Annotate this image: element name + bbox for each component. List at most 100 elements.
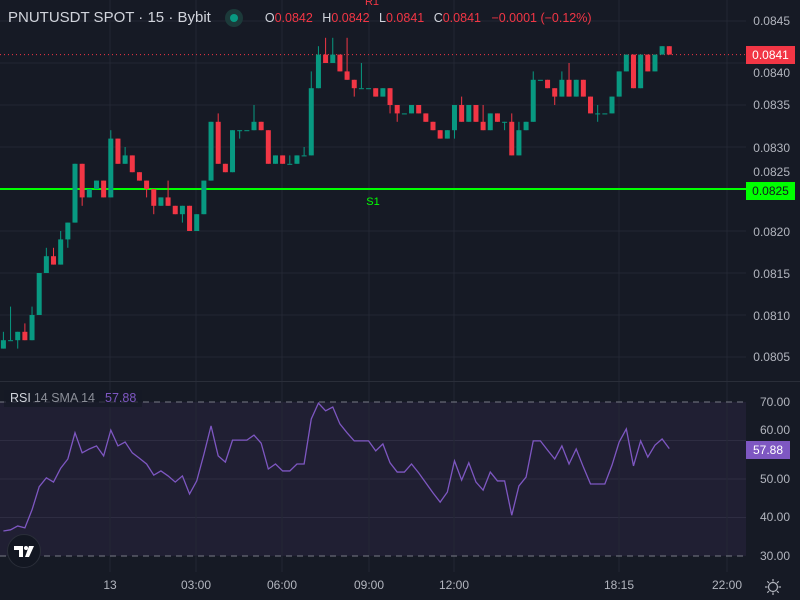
open-key: O: [264, 11, 275, 25]
candle-body: [537, 79, 543, 81]
candle: [630, 54, 636, 89]
rsi-legend[interactable]: RSI 14 SMA 14 57.88: [4, 390, 143, 407]
time-tick: 03:00: [180, 578, 212, 592]
candle-body: [373, 88, 379, 97]
candle-body: [630, 54, 636, 89]
candle: [666, 46, 672, 55]
candle: [559, 71, 565, 97]
candle: [516, 121, 522, 156]
candle-body: [416, 105, 422, 114]
candle: [530, 71, 536, 122]
candle: [358, 63, 364, 90]
candle: [287, 155, 293, 165]
candle-body: [172, 205, 178, 215]
candle-body: [36, 273, 42, 315]
candle-body: [272, 155, 278, 164]
candle-body: [516, 130, 522, 156]
rsi-tick: 60.00: [759, 423, 790, 437]
candle-body: [265, 130, 271, 164]
close-key: C: [433, 11, 443, 25]
candle-body: [566, 79, 572, 97]
candle: [645, 54, 651, 72]
candle-body: [115, 138, 121, 164]
candle: [230, 130, 236, 173]
time-tick: 06:00: [266, 578, 298, 592]
candle-body: [638, 54, 644, 89]
candle: [65, 222, 71, 248]
candle: [237, 130, 243, 139]
symbol-title[interactable]: PNUTUSDT SPOT · 15 · Bybit: [8, 9, 211, 26]
rsi-params: 14 SMA 14: [33, 391, 95, 405]
candle: [616, 71, 622, 97]
candle-body: [580, 79, 586, 97]
candle: [8, 306, 14, 342]
candle-body: [179, 205, 185, 215]
candle-body: [72, 163, 78, 223]
candle: [58, 231, 64, 265]
candle: [93, 180, 99, 189]
candle: [423, 113, 429, 122]
candle-body: [323, 54, 329, 63]
candle: [337, 54, 343, 72]
candle-body: [502, 121, 508, 123]
candle-body: [595, 113, 601, 115]
candle: [122, 147, 128, 164]
candle-body: [201, 180, 207, 215]
candle-body: [101, 180, 107, 198]
candle: [387, 88, 393, 114]
candle: [487, 113, 493, 131]
candle-body: [380, 88, 386, 97]
candle-body: [251, 121, 257, 131]
tradingview-logo-icon: [14, 546, 34, 557]
candle-body: [573, 79, 579, 97]
time-tick: 13: [103, 578, 117, 592]
candle-body: [366, 88, 372, 90]
current-price-tag: 0.0841: [746, 46, 795, 64]
candle: [494, 113, 500, 122]
candle-body: [451, 105, 457, 131]
candle-body: [51, 256, 57, 265]
change-value: −0.0001 (−0.12%): [491, 11, 592, 25]
candle-body: [609, 96, 615, 114]
candle: [29, 306, 35, 341]
candle: [330, 37, 336, 63]
candle-body: [437, 130, 443, 139]
candle: [86, 189, 92, 198]
candle-body: [280, 155, 286, 164]
gear-icon[interactable]: [764, 578, 782, 596]
candle-body: [287, 163, 293, 165]
candle: [22, 323, 28, 341]
candle-body: [401, 113, 407, 115]
candle: [409, 105, 415, 114]
candle-body: [559, 79, 565, 97]
time-tick: 18:15: [603, 578, 635, 592]
candle: [595, 105, 601, 122]
market-status-icon[interactable]: [224, 9, 243, 27]
candle: [101, 180, 107, 198]
candle: [623, 54, 629, 72]
candle-body: [645, 54, 651, 72]
candle: [179, 205, 185, 223]
candle: [43, 247, 49, 273]
candle: [244, 130, 250, 132]
price-tick: 0.0845: [753, 14, 790, 28]
rsi-tick: 40.00: [759, 510, 790, 524]
candle: [301, 147, 307, 157]
candle-body: [22, 331, 28, 341]
candle-body: [344, 71, 350, 80]
candle-body: [466, 105, 472, 122]
candle: [294, 155, 300, 164]
rsi-value-tag: 57.88: [746, 441, 790, 459]
candle-body: [473, 105, 479, 122]
candle-body: [588, 96, 594, 114]
candle: [251, 105, 257, 131]
symbol-legend: PNUTUSDT SPOT · 15 · Bybit O0.0842 H0.08…: [8, 9, 592, 27]
candle: [537, 79, 543, 81]
tradingview-logo[interactable]: [7, 534, 41, 568]
candle: [366, 88, 372, 90]
candle: [451, 105, 457, 139]
candle-body: [136, 172, 142, 181]
candle-body: [0, 340, 6, 349]
candle-body: [294, 155, 300, 164]
